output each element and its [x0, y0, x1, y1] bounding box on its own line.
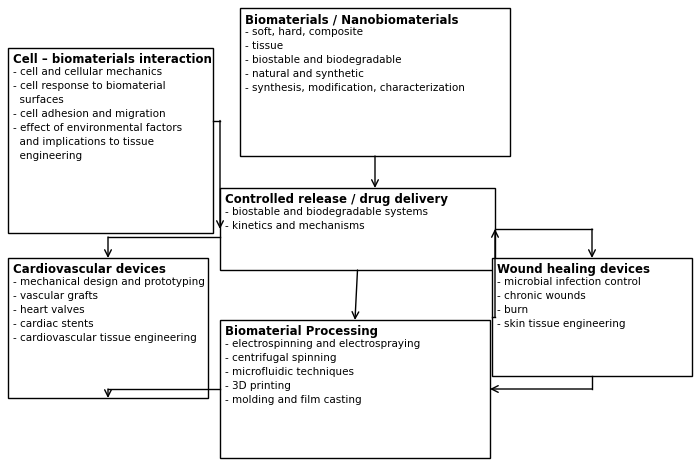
Text: Cell – biomaterials interaction: Cell – biomaterials interaction — [13, 53, 212, 66]
Text: surfaces: surfaces — [13, 95, 64, 105]
Text: Biomaterials / Nanobiomaterials: Biomaterials / Nanobiomaterials — [245, 13, 458, 26]
Text: - cell response to biomaterial: - cell response to biomaterial — [13, 81, 166, 91]
Text: - microbial infection control: - microbial infection control — [497, 277, 641, 287]
Text: - burn: - burn — [497, 304, 528, 315]
Text: - microfluidic techniques: - microfluidic techniques — [225, 367, 354, 377]
Text: - skin tissue engineering: - skin tissue engineering — [497, 318, 626, 329]
Text: - heart valves: - heart valves — [13, 304, 85, 315]
Text: - 3D printing: - 3D printing — [225, 381, 291, 391]
Text: - electrospinning and electrospraying: - electrospinning and electrospraying — [225, 339, 420, 348]
Text: - tissue: - tissue — [245, 41, 283, 51]
Text: Cardiovascular devices: Cardiovascular devices — [13, 263, 166, 276]
Text: - cell and cellular mechanics: - cell and cellular mechanics — [13, 67, 162, 76]
Bar — [220, 188, 495, 270]
Text: - molding and film casting: - molding and film casting — [225, 394, 362, 405]
Bar — [8, 48, 213, 233]
Text: - biostable and biodegradable: - biostable and biodegradable — [245, 54, 402, 65]
Text: - effect of environmental factors: - effect of environmental factors — [13, 122, 182, 133]
Text: - cell adhesion and migration: - cell adhesion and migration — [13, 109, 166, 119]
Text: Controlled release / drug delivery: Controlled release / drug delivery — [225, 193, 448, 206]
Text: engineering: engineering — [13, 151, 82, 160]
Bar — [240, 8, 510, 156]
Text: - mechanical design and prototyping: - mechanical design and prototyping — [13, 277, 205, 287]
Text: Wound healing devices: Wound healing devices — [497, 263, 650, 276]
Bar — [8, 258, 208, 398]
Text: - soft, hard, composite: - soft, hard, composite — [245, 27, 363, 37]
Text: Biomaterial Processing: Biomaterial Processing — [225, 325, 378, 338]
Text: - cardiac stents: - cardiac stents — [13, 318, 94, 329]
Bar — [492, 258, 692, 376]
Text: - natural and synthetic: - natural and synthetic — [245, 68, 364, 79]
Text: - centrifugal spinning: - centrifugal spinning — [225, 353, 337, 363]
Text: - chronic wounds: - chronic wounds — [497, 291, 586, 301]
Text: and implications to tissue: and implications to tissue — [13, 136, 154, 147]
Text: - vascular grafts: - vascular grafts — [13, 291, 98, 301]
Bar — [220, 320, 490, 458]
Text: - synthesis, modification, characterization: - synthesis, modification, characterizat… — [245, 83, 465, 92]
Text: - kinetics and mechanisms: - kinetics and mechanisms — [225, 220, 365, 231]
Text: - biostable and biodegradable systems: - biostable and biodegradable systems — [225, 207, 428, 217]
Text: - cardiovascular tissue engineering: - cardiovascular tissue engineering — [13, 333, 197, 342]
